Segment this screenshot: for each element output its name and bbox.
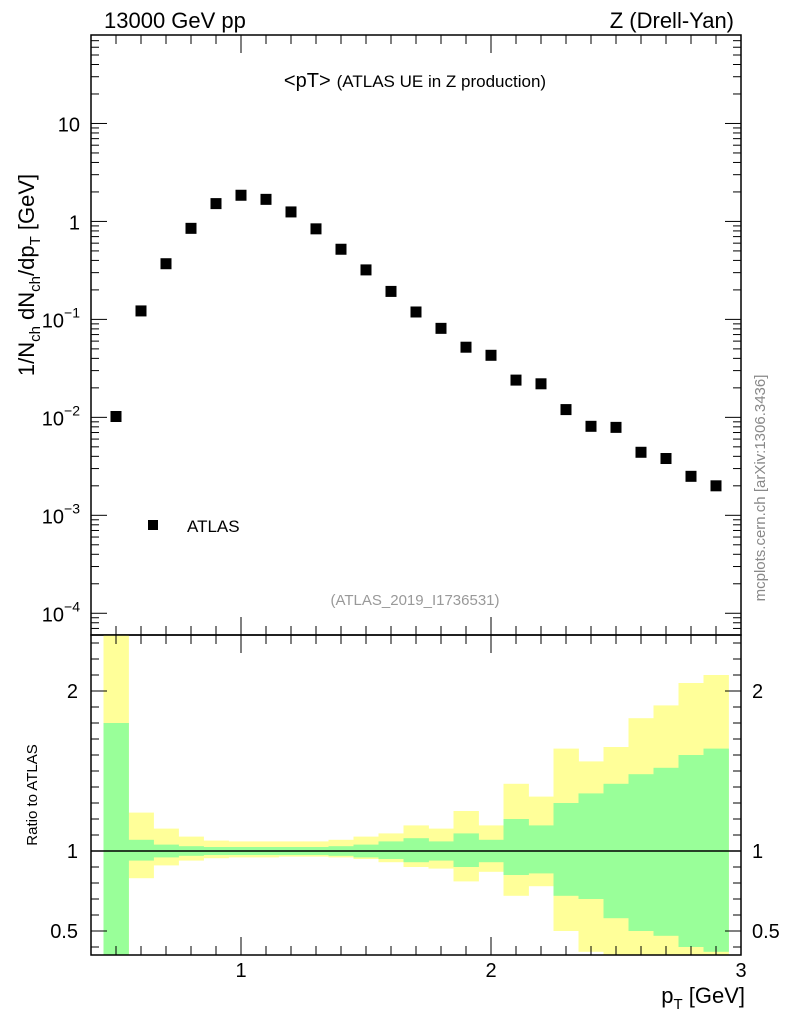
ylabel-main: 1/N [14, 342, 39, 376]
data-point [385, 285, 397, 297]
y-tick-label: 10−1 [42, 304, 80, 332]
ratio-y-tick-label-right: 0.5 [752, 921, 780, 943]
data-point [160, 258, 172, 270]
data-point [260, 193, 272, 205]
plot-title: <pT> (ATLAS UE in Z production) [284, 70, 546, 92]
data-point [210, 198, 222, 210]
ylabel-sub2: ch [27, 276, 44, 292]
uncertainty-band-bin [103, 723, 129, 955]
uncertainty-band-bin [653, 767, 679, 936]
data-point [410, 306, 422, 318]
ratio-y-tick-label: 2 [67, 681, 78, 703]
data-point [560, 404, 572, 416]
data-point [485, 349, 497, 361]
y-tick-label: 1 [69, 212, 80, 234]
legend: ATLAS [148, 517, 240, 536]
data-point [535, 378, 547, 390]
y-tick-label: 10 [58, 114, 80, 136]
y-tick-label: 10−3 [42, 500, 80, 528]
y-tick-label: 10−2 [42, 402, 80, 430]
ratio-y-tick-label-right: 1 [752, 841, 763, 863]
uncertainty-band-bin [128, 839, 154, 861]
data-point [635, 446, 647, 458]
ratio-x-ticks: 1 2 3 [115, 35, 747, 982]
header-right: Z (Drell-Yan) [610, 8, 734, 33]
data-point [335, 243, 347, 255]
data-point [510, 374, 522, 386]
uncertainty-band-bin [578, 793, 604, 899]
ratio-y-tick-label: 0.5 [50, 921, 78, 943]
analysis-watermark: (ATLAS_2019_I1736531) [330, 592, 499, 609]
data-point [685, 470, 697, 482]
header-left: 13000 GeV pp [104, 8, 246, 33]
uncertainty-band-bin [378, 841, 404, 859]
data-point [460, 341, 472, 353]
uncertainty-band-bin [628, 774, 654, 931]
xlabel-end: [GeV] [683, 983, 745, 1008]
ylabel-end: [GeV] [14, 174, 39, 236]
ylabel-sub3: T [27, 236, 44, 245]
x-tick-label: 2 [485, 960, 496, 982]
x-tick-label: 1 [235, 960, 246, 982]
ylabel-tail: /dp [14, 245, 39, 276]
x-axis-label: pT [GeV] [661, 983, 745, 1013]
uncertainty-band-bin [553, 803, 579, 896]
data-point [660, 453, 672, 465]
data-point [710, 480, 722, 492]
ylabel-sub1: ch [27, 326, 44, 342]
main-y-axis-label: 1/Nch dNch/dpT [GeV] [14, 174, 44, 376]
data-point [360, 264, 372, 276]
uncertainty-band-bin [528, 825, 554, 874]
data-point [285, 206, 297, 218]
main-panel: 10 1 10−1 10−2 10−3 10−4 <pT> (ATLAS UE in Z p… [14, 34, 742, 636]
legend-label: ATLAS [187, 517, 240, 536]
uncertainty-band-bin [403, 838, 429, 863]
plot-subtitle: (ATLAS UE in Z production) [337, 72, 546, 91]
ratio-y-tick-label-right: 2 [752, 681, 763, 703]
main-marks [110, 189, 722, 492]
data-point [185, 222, 197, 234]
ylabel-mid: dN [14, 292, 39, 326]
main-y-ticks: 10 1 10−1 10−2 10−3 10−4 [42, 34, 741, 636]
data-point [610, 421, 622, 433]
ratio-y-ticks: 0.5 0.5 1 1 2 2 [50, 642, 780, 948]
xlabel-sub: T [673, 996, 682, 1013]
uncertainty-band-bin [703, 748, 729, 952]
data-point [310, 223, 322, 235]
x-tick-label: 3 [735, 960, 746, 982]
y-tick-label: 10−4 [42, 598, 80, 626]
data-point [585, 420, 597, 432]
ratio-y-tick-label: 1 [67, 841, 78, 863]
plot-title-main: <pT> [284, 70, 331, 92]
uncertainty-band-bin [503, 819, 529, 875]
data-point [135, 305, 147, 317]
ratio-bands [103, 635, 729, 955]
ratio-y-axis-label: Ratio to ATLAS [24, 744, 41, 845]
data-point [435, 322, 447, 334]
data-point [235, 189, 247, 201]
xlabel-main: p [661, 983, 673, 1008]
legend-marker [148, 520, 158, 530]
uncertainty-band-bin [453, 833, 479, 867]
main-frame [90, 34, 742, 636]
data-point [110, 411, 122, 423]
side-watermark: mcplots.cern.ch [arXiv:1306.3436] [752, 375, 769, 602]
